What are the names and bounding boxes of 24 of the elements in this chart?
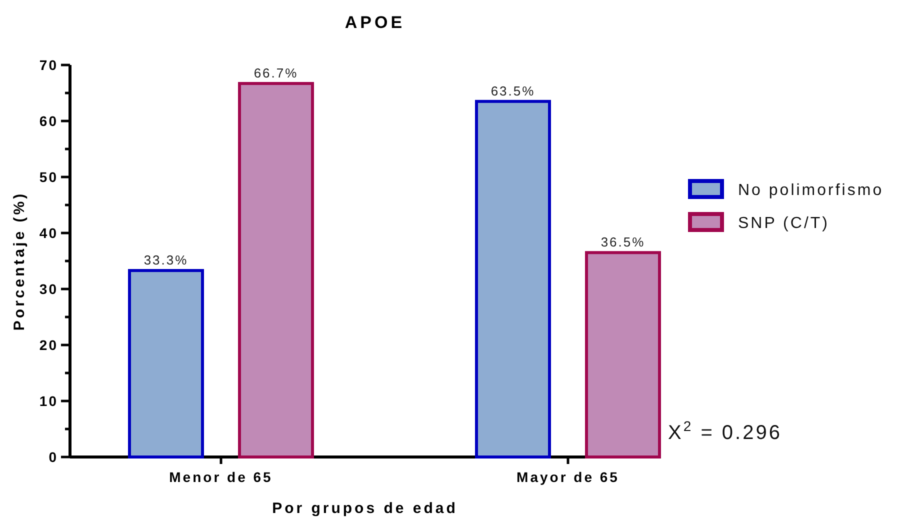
- data-label: 63.5%: [490, 83, 536, 98]
- y-tick-label: 0: [48, 449, 58, 465]
- bar: [238, 82, 314, 458]
- y-tick-label: 30: [39, 281, 58, 297]
- x-axis-title: Por grupos de edad: [272, 500, 458, 517]
- y-tick-label: 40: [39, 225, 58, 241]
- x-tick-label: Menor de 65: [169, 469, 273, 485]
- data-label: 33.3%: [144, 252, 188, 268]
- legend-label: SNP (C/T): [738, 215, 830, 232]
- data-label: 36.5%: [600, 234, 646, 250]
- y-tick-label: 20: [39, 337, 58, 353]
- bar: [128, 269, 204, 458]
- bar: [585, 251, 661, 458]
- y-tick-label: 50: [39, 169, 58, 185]
- y-tick-label: 70: [39, 57, 58, 73]
- bar: [475, 100, 551, 458]
- x-tick-label: Mayor de 65: [516, 469, 620, 485]
- data-label: 66.7%: [254, 65, 298, 80]
- chart-title: APOE: [344, 13, 406, 32]
- y-tick-label: 10: [39, 393, 58, 409]
- text: X$^{2}$ = 0.296: [668, 418, 782, 444]
- y-tick-label: 60: [39, 113, 58, 129]
- legend-label: No polimorfismo: [738, 182, 884, 199]
- y-axis-title: Porcentaje (%): [11, 191, 28, 331]
